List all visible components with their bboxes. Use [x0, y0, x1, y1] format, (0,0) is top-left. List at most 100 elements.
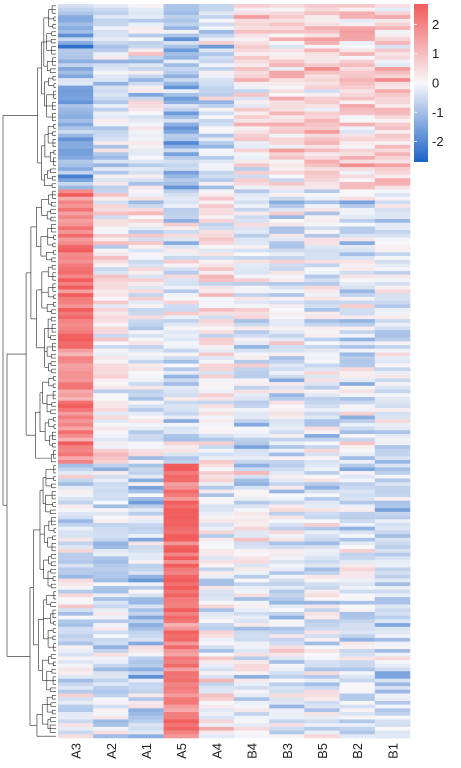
heatmap-cell	[58, 285, 94, 290]
heatmap-cell	[374, 18, 411, 23]
heatmap-cell	[58, 70, 94, 75]
heatmap-cell	[128, 708, 164, 713]
heatmap-cell	[269, 541, 305, 546]
heatmap-cell	[198, 489, 235, 494]
heatmap-cell	[304, 563, 340, 568]
heatmap-cell	[93, 674, 129, 679]
heatmap-cell	[93, 141, 129, 146]
heatmap-cell	[58, 118, 94, 123]
heatmap-cell	[234, 63, 270, 68]
heatmap-cell	[163, 319, 200, 324]
heatmap-cell	[163, 686, 200, 691]
heatmap-cell	[163, 619, 200, 624]
heatmap-cell	[163, 437, 200, 442]
heatmap-cell	[374, 196, 411, 201]
heatmap-cell	[128, 697, 164, 702]
heatmap-cell	[339, 441, 376, 446]
heatmap-cell	[339, 4, 376, 9]
heatmap-cell	[234, 137, 270, 142]
heatmap-cell	[339, 115, 376, 120]
heatmap-cell	[269, 697, 305, 702]
heatmap-cell	[198, 319, 235, 324]
heatmap-cell	[339, 674, 376, 679]
heatmap-cell	[304, 100, 340, 105]
heatmap-cell	[93, 196, 129, 201]
heatmap-cell	[234, 311, 270, 316]
heatmap-cell	[58, 485, 94, 490]
heatmap-cell	[198, 348, 235, 353]
heatmap-cell	[304, 678, 340, 683]
heatmap-cell	[128, 7, 164, 12]
heatmap-cell	[339, 167, 376, 172]
heatmap-cell	[374, 574, 411, 579]
heatmap-cell	[93, 111, 129, 116]
heatmap-cell	[58, 660, 94, 665]
heatmap-cell	[234, 715, 270, 720]
heatmap-cell	[234, 693, 270, 698]
heatmap-cell	[234, 141, 270, 146]
column-label-a2: A2	[104, 743, 119, 759]
heatmap-cell	[128, 560, 164, 565]
heatmap-cell	[58, 289, 94, 294]
heatmap-cell	[58, 107, 94, 112]
heatmap-cell	[163, 723, 200, 728]
heatmap-cell	[269, 204, 305, 209]
heatmap-cell	[339, 586, 376, 591]
heatmap-cell	[269, 274, 305, 279]
heatmap-cell	[198, 196, 235, 201]
heatmap-cell	[93, 560, 129, 565]
heatmap-cell	[163, 663, 200, 668]
heatmap-cell	[58, 26, 94, 31]
heatmap-cell	[128, 497, 164, 502]
heatmap-cell	[128, 111, 164, 116]
heatmap-cell	[58, 434, 94, 439]
heatmap-cell	[58, 482, 94, 487]
heatmap-cell	[128, 371, 164, 376]
heatmap-cell	[58, 304, 94, 309]
heatmap-cell	[339, 430, 376, 435]
heatmap-cell	[198, 285, 235, 290]
heatmap-cell	[58, 48, 94, 53]
heatmap-cell	[269, 267, 305, 272]
heatmap-cell	[269, 689, 305, 694]
heatmap-cell	[374, 415, 411, 420]
heatmap-cell	[374, 445, 411, 450]
heatmap-cell	[339, 700, 376, 705]
heatmap-cell	[304, 48, 340, 53]
heatmap-cell	[269, 11, 305, 16]
heatmap-cell	[128, 311, 164, 316]
heatmap-cell	[93, 608, 129, 613]
heatmap-cell	[304, 537, 340, 542]
heatmap-cell	[93, 18, 129, 23]
heatmap-cell	[128, 619, 164, 624]
heatmap-cell	[304, 715, 340, 720]
heatmap-cell	[234, 660, 270, 665]
heatmap-cell	[128, 44, 164, 49]
heatmap-cell	[128, 207, 164, 212]
heatmap-cell	[234, 22, 270, 27]
heatmap-cell	[374, 411, 411, 416]
heatmap-cell	[58, 89, 94, 94]
heatmap-cell	[198, 48, 235, 53]
heatmap-cell	[163, 333, 200, 338]
legend-tick-label: -1	[432, 105, 444, 120]
heatmap-cell	[58, 126, 94, 131]
heatmap-cell	[269, 608, 305, 613]
heatmap-cell	[128, 611, 164, 616]
heatmap-cell	[339, 578, 376, 583]
heatmap-cell	[304, 241, 340, 246]
heatmap-cell	[304, 7, 340, 12]
heatmap-cell	[58, 18, 94, 23]
heatmap-cell	[128, 441, 164, 446]
heatmap-cell	[93, 22, 129, 27]
heatmap-cell	[339, 78, 376, 83]
heatmap-cell	[339, 330, 376, 335]
heatmap-cell	[304, 204, 340, 209]
heatmap-cell	[128, 385, 164, 390]
heatmap-cell	[374, 185, 411, 190]
heatmap-cell	[198, 241, 235, 246]
heatmap-cell	[128, 196, 164, 201]
heatmap-cell	[339, 548, 376, 553]
heatmap-cell	[58, 504, 94, 509]
